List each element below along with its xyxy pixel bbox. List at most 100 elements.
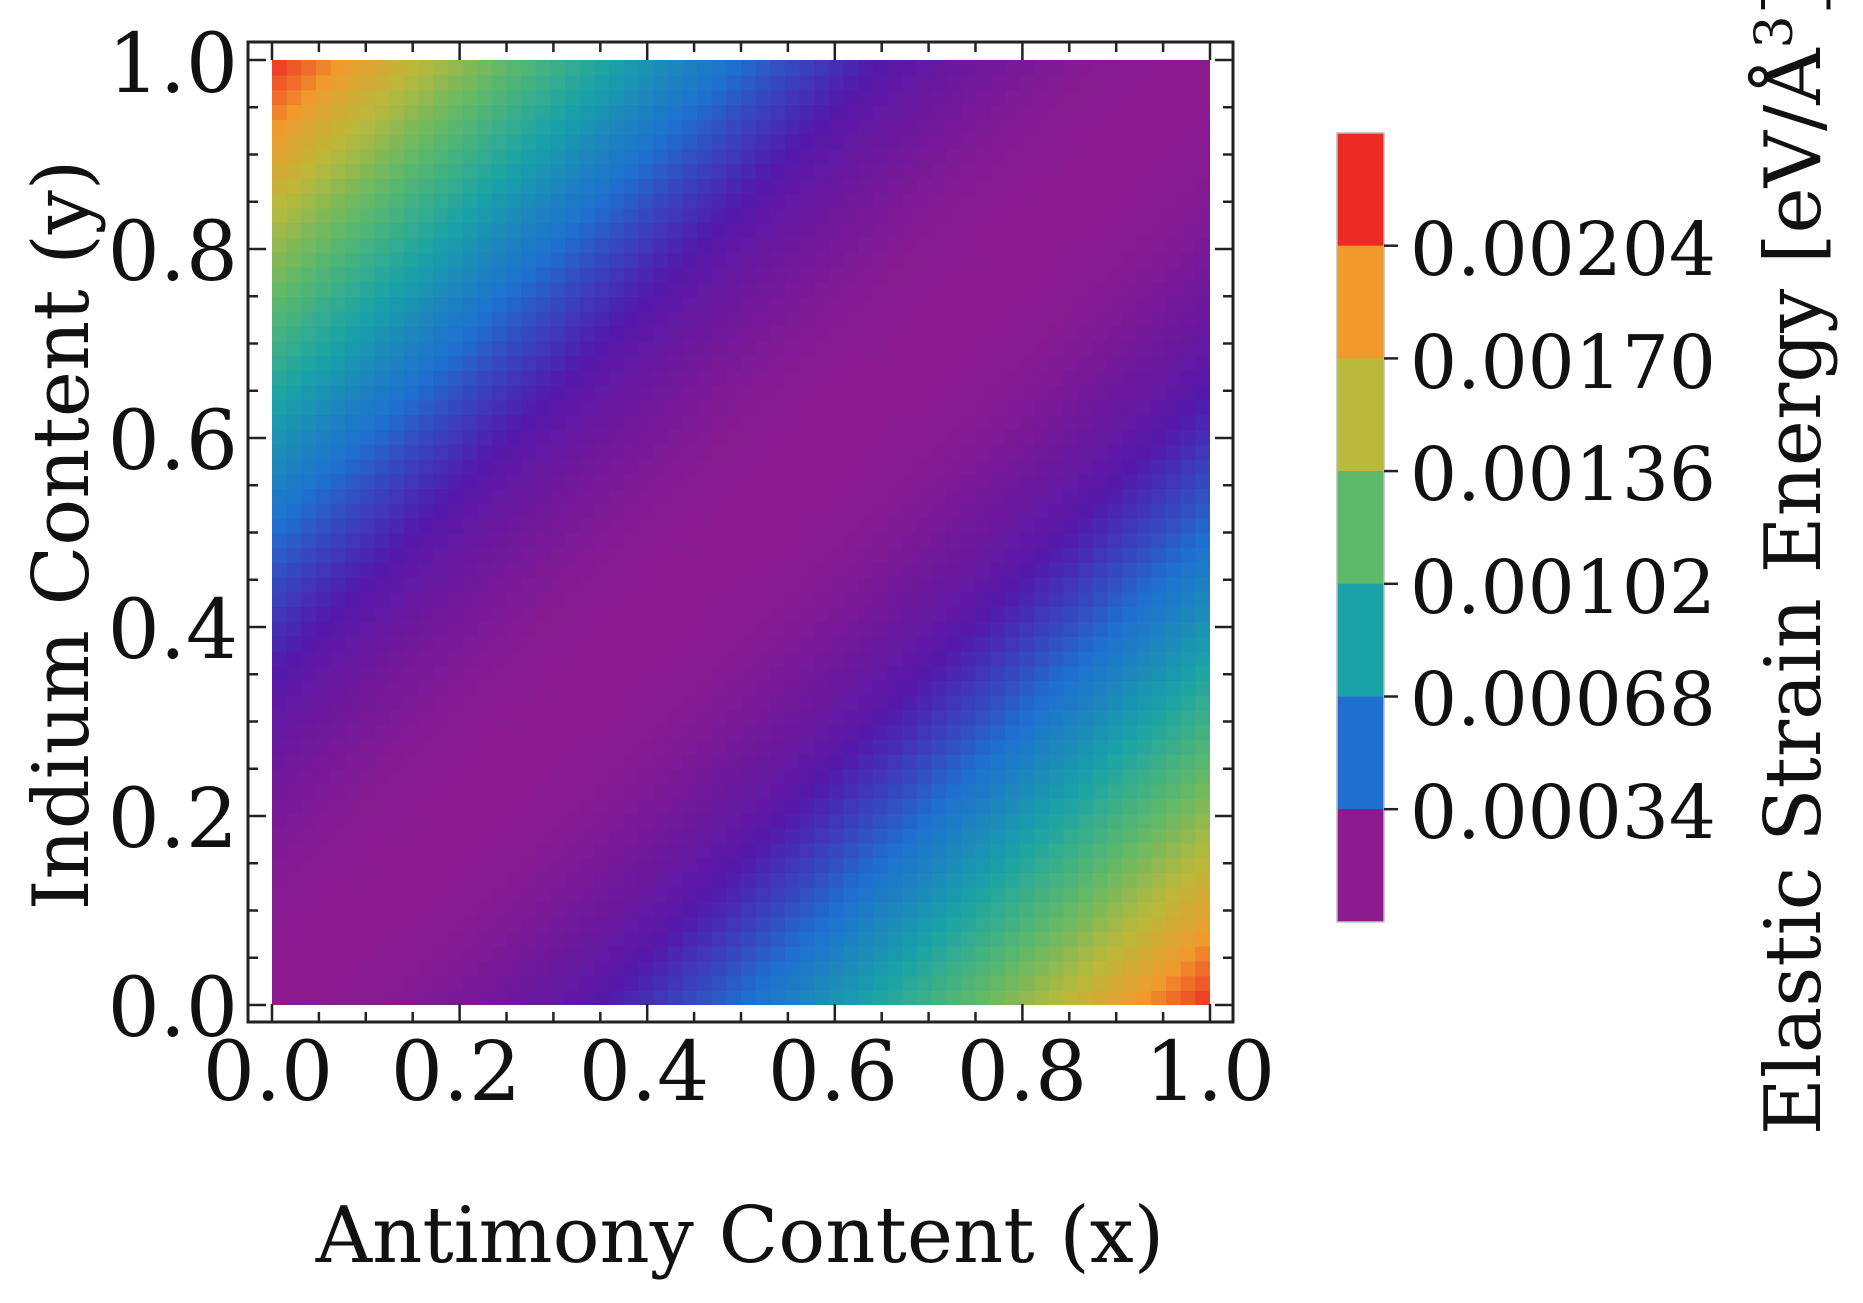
heatmap-cell [1019, 163, 1035, 179]
heatmap-cell [418, 296, 435, 312]
heatmap-cell [1078, 340, 1094, 357]
heatmap-cell [814, 753, 830, 770]
heatmap-cell [799, 886, 816, 903]
heatmap-cell [594, 399, 610, 416]
heatmap-cell [506, 886, 522, 903]
heatmap-cell [418, 104, 435, 120]
heatmap-cell [1107, 532, 1123, 549]
heatmap-cell [272, 163, 288, 179]
heatmap-cell [799, 178, 816, 194]
heatmap-cell [1122, 222, 1138, 238]
heatmap-cell [1107, 178, 1123, 194]
heatmap-cell [931, 872, 947, 888]
heatmap-cell [1004, 724, 1021, 741]
heatmap-cell [638, 606, 654, 622]
heatmap-cell [814, 724, 830, 741]
heatmap-cell [491, 768, 508, 785]
heatmap-cell [931, 443, 947, 460]
heatmap-cell [887, 768, 904, 785]
heatmap-cell [609, 798, 625, 814]
heatmap-cell [1166, 192, 1182, 209]
heatmap-cell [711, 399, 728, 416]
heatmap-cell [359, 945, 376, 962]
heatmap-cell [799, 104, 816, 120]
heatmap-cell [828, 665, 845, 681]
colorbar-label: 0.00170 [1410, 320, 1716, 406]
heatmap-cell [477, 650, 493, 667]
heatmap-cell [1107, 429, 1123, 445]
heatmap-cell [521, 591, 537, 608]
heatmap-cell [286, 739, 303, 755]
heatmap-cell [916, 222, 933, 238]
heatmap-cell [447, 576, 464, 593]
heatmap-cell [653, 562, 669, 578]
heatmap-cell [682, 281, 698, 298]
heatmap-cell [711, 650, 728, 667]
heatmap-cell [330, 178, 347, 194]
heatmap-cell [843, 945, 860, 962]
heatmap-cell [828, 251, 845, 268]
heatmap-cell [1048, 443, 1065, 460]
heatmap-cell [623, 872, 640, 888]
heatmap-cell [653, 517, 669, 534]
heatmap-cell [491, 222, 508, 238]
heatmap-cell [286, 266, 303, 283]
heatmap-cell [1166, 576, 1182, 593]
heatmap-cell [828, 370, 845, 386]
heatmap-cell [828, 89, 845, 106]
heatmap-cell [1166, 709, 1182, 726]
heatmap-cell [579, 163, 596, 179]
heatmap-cell [272, 266, 288, 283]
heatmap-cell [814, 384, 830, 401]
heatmap-cell [579, 502, 596, 519]
heatmap-cell [579, 783, 596, 800]
heatmap-cell [272, 650, 288, 667]
heatmap-cell [1195, 281, 1210, 298]
heatmap-cell [916, 842, 933, 859]
heatmap-cell [1151, 694, 1167, 711]
heatmap-cell [697, 458, 713, 475]
heatmap-cell [946, 857, 962, 873]
heatmap-cell [1048, 724, 1065, 741]
heatmap-cell [667, 384, 684, 401]
heatmap-cell [359, 960, 376, 977]
heatmap-cell [975, 429, 991, 445]
heatmap-cell [828, 325, 845, 342]
heatmap-cell [433, 399, 449, 416]
heatmap-cell [741, 635, 757, 652]
heatmap-cell [843, 429, 860, 445]
heatmap-cell [1019, 251, 1035, 268]
heatmap-cell [711, 606, 728, 622]
heatmap-cell [828, 429, 845, 445]
heatmap-cell [843, 443, 860, 460]
heatmap-cell [609, 192, 625, 209]
heatmap-cell [931, 798, 947, 814]
heatmap-cell [477, 133, 493, 150]
heatmap-cell [1078, 960, 1094, 977]
heatmap-cell [653, 709, 669, 726]
heatmap-cell [1048, 251, 1065, 268]
heatmap-cell [403, 606, 420, 622]
heatmap-cell [330, 562, 347, 578]
heatmap-cell [1122, 443, 1138, 460]
heatmap-cell [1048, 104, 1065, 120]
heatmap-cell [784, 119, 801, 135]
heatmap-cell [697, 798, 713, 814]
heatmap-cell [535, 842, 552, 859]
heatmap-cell [667, 370, 684, 386]
heatmap-cell [506, 990, 522, 1005]
heatmap-cell [1092, 916, 1109, 932]
heatmap-cell [726, 207, 742, 224]
heatmap-cell [565, 311, 581, 327]
heatmap-cell [301, 709, 317, 726]
heatmap-cell [1004, 886, 1021, 903]
heatmap-cell [286, 709, 303, 726]
heatmap-cell [315, 340, 332, 357]
heatmap-cell [272, 325, 288, 342]
heatmap-cell [345, 192, 361, 209]
heatmap-cell [1180, 517, 1197, 534]
heatmap-cell [682, 990, 698, 1005]
heatmap-cell [1092, 650, 1109, 667]
heatmap-cell [946, 458, 962, 475]
heatmap-cell [682, 251, 698, 268]
